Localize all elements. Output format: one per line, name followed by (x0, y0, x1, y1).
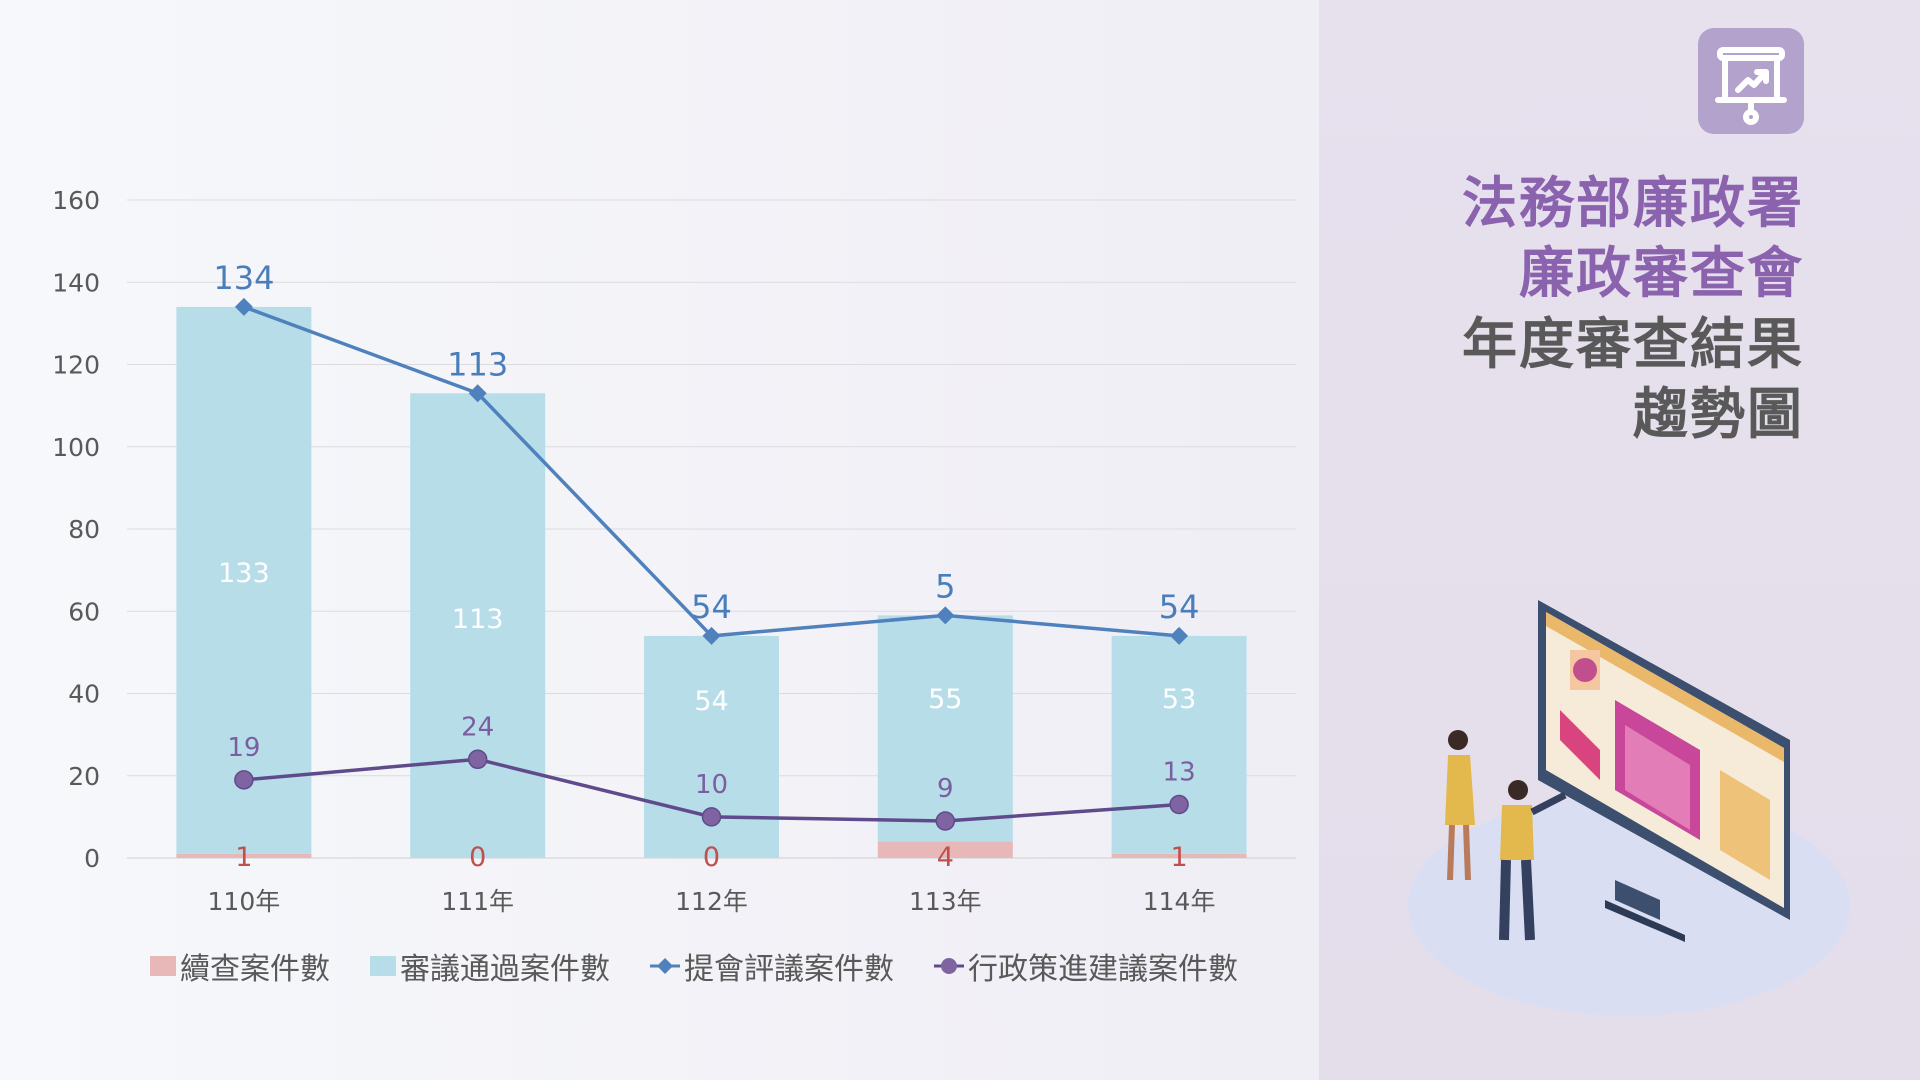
data-label-approved: 113 (452, 604, 504, 635)
legend-item-reviewed: 提會評議案件數 (650, 944, 894, 988)
circle-marker-icon (934, 958, 964, 974)
data-label-approved: 53 (1162, 684, 1196, 715)
legend: 續查案件數 審議通過案件數 提會評議案件數 行政策進建議案件數 (150, 944, 1238, 988)
x-tick-label: 112年 (675, 887, 748, 916)
series-line-reviewed (243, 305, 1180, 638)
title-line-4: 趨勢圖 (1632, 382, 1804, 446)
data-label-approved: 55 (928, 684, 962, 715)
data-label-reviewed: 5 (935, 567, 955, 605)
diamond-marker (702, 626, 721, 645)
diamond-marker (1170, 626, 1189, 645)
data-label-policy: 13 (1163, 758, 1196, 788)
data-label-reviewed: 54 (691, 588, 732, 626)
presentation-chart-icon (1698, 28, 1804, 134)
legend-label: 提會評議案件數 (684, 952, 894, 987)
y-tick-label: 80 (68, 515, 100, 544)
y-tick-label: 100 (52, 433, 100, 462)
diamond-marker (936, 606, 955, 625)
man-figure (1499, 780, 1567, 941)
data-label-policy: 9 (937, 774, 954, 804)
data-label-reviewed: 113 (447, 345, 508, 383)
legend-label: 行政策進建議案件數 (968, 952, 1238, 987)
y-tick-label: 40 (68, 680, 100, 709)
legend-item-followup: 續查案件數 (150, 944, 330, 988)
diamond-marker-icon (650, 958, 680, 974)
bar-approved (1111, 635, 1247, 854)
circle-marker (935, 811, 956, 831)
diamond-marker (468, 384, 487, 403)
data-label-followup: 1 (1171, 842, 1188, 873)
x-tick-label: 111年 (441, 887, 514, 916)
bar-approved (877, 615, 1013, 842)
circle-marker (701, 807, 722, 827)
circle-marker (467, 749, 488, 770)
y-tick-label: 60 (68, 597, 100, 626)
legend-swatch (370, 956, 396, 976)
data-label-reviewed: 54 (1159, 588, 1200, 626)
data-label-policy: 24 (461, 712, 494, 742)
y-tick-label: 140 (52, 268, 100, 297)
data-label-reviewed: 134 (213, 259, 274, 297)
data-label-policy: 10 (695, 770, 728, 800)
bar-followup (176, 853, 312, 858)
bar-approved (176, 306, 312, 854)
legend-swatch (150, 956, 176, 976)
x-tick-label: 110年 (208, 887, 281, 916)
circle-marker (1169, 794, 1189, 815)
title-line-1: 法務部廉政署 (1461, 171, 1804, 235)
legend-label: 審議通過案件數 (400, 952, 610, 987)
y-tick-label: 120 (52, 351, 100, 380)
y-tick-label: 160 (52, 186, 100, 215)
woman-figure (1445, 730, 1475, 881)
data-label-policy: 19 (227, 733, 260, 763)
legend-item-approved: 審議通過案件數 (370, 944, 610, 988)
bar-approved (410, 393, 546, 858)
title-line-2: 廉政審查會 (1518, 241, 1804, 305)
x-tick-label: 113年 (909, 887, 982, 916)
data-label-approved: 54 (694, 686, 728, 717)
circle-marker (234, 770, 254, 790)
y-tick-label: 20 (68, 762, 100, 791)
legend-label: 續查案件數 (180, 952, 330, 987)
legend-item-policy: 行政策進建議案件數 (934, 944, 1238, 988)
data-label-followup: 0 (469, 842, 486, 873)
bar-followup (1111, 853, 1247, 858)
x-tick-label: 114年 (1143, 887, 1216, 916)
bar-followup (877, 841, 1013, 858)
data-label-followup: 4 (937, 842, 954, 873)
monitor-presentation-illustration (1408, 600, 1850, 1016)
diamond-marker (234, 297, 253, 316)
title-line-3: 年度審查結果 (1461, 312, 1804, 376)
data-label-followup: 0 (703, 842, 720, 873)
data-label-approved: 133 (218, 558, 270, 589)
y-tick-label: 0 (84, 844, 100, 873)
data-label-followup: 1 (235, 842, 252, 873)
